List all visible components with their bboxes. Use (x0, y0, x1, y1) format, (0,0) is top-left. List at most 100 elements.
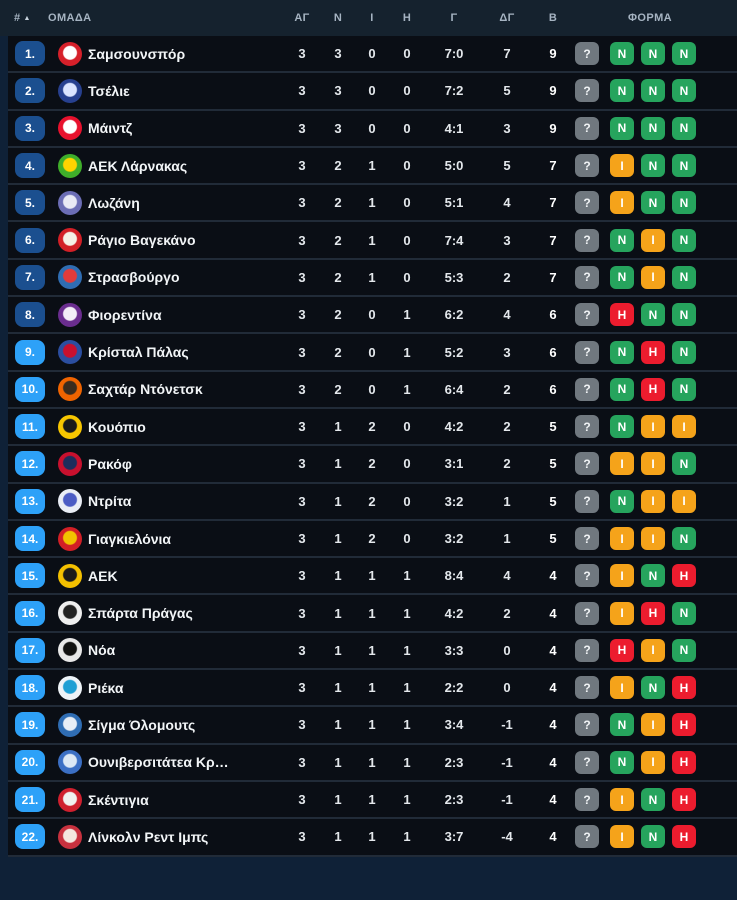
form-upcoming-badge[interactable]: ? (575, 750, 599, 774)
team-name[interactable]: Σκέντιγια (88, 791, 149, 808)
form-result-badge[interactable]: Ι (672, 489, 696, 513)
column-header-goal-diff[interactable]: ΔΓ (499, 12, 515, 24)
form-result-badge[interactable]: Ι (610, 527, 634, 550)
team-name[interactable]: Μάιντζ (88, 120, 133, 137)
form-result-badge[interactable]: Ι (672, 415, 696, 439)
form-upcoming-badge[interactable]: ? (575, 377, 599, 401)
form-result-badge[interactable]: Ι (641, 750, 665, 774)
column-header-draws[interactable]: Ι (370, 12, 374, 24)
form-result-badge[interactable]: Ν (610, 750, 634, 774)
form-result-badge[interactable]: Ι (610, 452, 634, 476)
form-result-badge[interactable]: Ν (610, 713, 634, 737)
form-result-badge[interactable]: Ν (672, 638, 696, 662)
team-name[interactable]: Κρίσταλ Πάλας (88, 344, 189, 361)
table-row[interactable]: 14. Γιαγκιελόνια 3 1 2 0 3:2 1 5 ? Ι Ι Ν (8, 520, 737, 559)
form-upcoming-badge[interactable]: ? (575, 527, 599, 550)
team-name[interactable]: Ντρίτα (88, 493, 132, 510)
form-result-badge[interactable]: Η (672, 676, 696, 700)
form-result-badge[interactable]: Ν (610, 415, 634, 439)
form-result-badge[interactable]: Ι (641, 713, 665, 737)
form-result-badge[interactable]: Η (641, 601, 665, 625)
form-result-badge[interactable]: Ν (641, 42, 665, 66)
team-name[interactable]: Ουνιβερσιτάτεα Κρ… (88, 754, 229, 771)
form-result-badge[interactable]: Ι (641, 265, 665, 289)
form-result-badge[interactable]: Ν (610, 116, 634, 140)
form-result-badge[interactable]: Ι (610, 154, 634, 178)
team-name[interactable]: Ριέκα (88, 679, 124, 696)
table-row[interactable]: 1. Σαμσουνσπόρ 3 3 0 0 7:0 7 9 ? Ν Ν Ν (8, 36, 737, 74)
form-result-badge[interactable]: Ν (610, 228, 634, 252)
form-result-badge[interactable]: Ν (610, 340, 634, 364)
team-name[interactable]: Στρασβούργο (88, 269, 180, 286)
table-row[interactable]: 5. Λωζάνη 3 2 1 0 5:1 4 7 ? Ι Ν Ν (8, 185, 737, 223)
form-result-badge[interactable]: Ι (641, 489, 665, 513)
table-row[interactable]: 9. Κρίσταλ Πάλας 3 2 0 1 5:2 3 6 ? Ν Η Ν (8, 334, 737, 372)
team-name[interactable]: Σίγμα Όλομουτς (88, 716, 196, 733)
team-name[interactable]: Σαχτάρ Ντόνετσκ (88, 381, 203, 398)
form-result-badge[interactable]: Ν (641, 154, 665, 178)
column-header-wins[interactable]: Ν (333, 12, 343, 24)
team-name[interactable]: ΑΕΚ Λάρνακας (88, 157, 188, 174)
form-upcoming-badge[interactable]: ? (575, 489, 599, 513)
form-result-badge[interactable]: Η (672, 750, 696, 774)
column-header-played[interactable]: ΑΓ (294, 12, 310, 24)
table-row[interactable]: 2. Τσέλιε 3 3 0 0 7:2 5 9 ? Ν Ν Ν (8, 73, 737, 111)
form-result-badge[interactable]: Ν (641, 116, 665, 140)
form-upcoming-badge[interactable]: ? (575, 228, 599, 252)
table-row[interactable]: 4. ΑΕΚ Λάρνακας 3 2 1 0 5:0 5 7 ? Ι Ν Ν (8, 147, 737, 186)
form-result-badge[interactable]: Η (610, 638, 634, 662)
form-result-badge[interactable]: Ν (610, 42, 634, 66)
form-result-badge[interactable]: Ν (672, 228, 696, 252)
form-result-badge[interactable]: Ν (672, 79, 696, 103)
team-name[interactable]: Λίνκολν Ρεντ Ιμπς (88, 828, 209, 845)
table-row[interactable]: 8. Φιορεντίνα 3 2 0 1 6:2 4 6 ? Η Ν Ν (8, 297, 737, 335)
form-upcoming-badge[interactable]: ? (575, 303, 599, 327)
form-result-badge[interactable]: Ν (672, 452, 696, 476)
form-result-badge[interactable]: Ν (641, 79, 665, 103)
form-upcoming-badge[interactable]: ? (575, 154, 599, 178)
form-result-badge[interactable]: Ν (672, 116, 696, 140)
form-result-badge[interactable]: Η (672, 713, 696, 737)
form-result-badge[interactable]: Ν (610, 265, 634, 289)
form-result-badge[interactable]: Η (672, 825, 696, 849)
form-result-badge[interactable]: Ν (610, 377, 634, 401)
form-result-badge[interactable]: Ι (610, 601, 634, 625)
team-name[interactable]: Τσέλιε (88, 82, 130, 99)
form-result-badge[interactable]: Ν (672, 303, 696, 327)
form-result-badge[interactable]: Ν (672, 527, 696, 550)
form-result-badge[interactable]: Ν (641, 825, 665, 849)
team-name[interactable]: ΑΕΚ (88, 567, 118, 584)
form-upcoming-badge[interactable]: ? (575, 265, 599, 289)
form-result-badge[interactable]: Ι (641, 527, 665, 550)
form-result-badge[interactable]: Ν (610, 79, 634, 103)
column-header-team[interactable]: ΟΜΑΔΑ (48, 12, 92, 24)
form-result-badge[interactable]: Ι (641, 415, 665, 439)
table-row[interactable]: 3. Μάιντζ 3 3 0 0 4:1 3 9 ? Ν Ν Ν (8, 110, 737, 148)
form-upcoming-badge[interactable]: ? (575, 825, 599, 849)
team-name[interactable]: Σαμσουνσπόρ (88, 45, 186, 62)
form-upcoming-badge[interactable]: ? (575, 713, 599, 737)
table-row[interactable]: 6. Ράγιο Βαγεκάνο 3 2 1 0 7:4 3 7 ? Ν Ι Ν (8, 222, 737, 260)
form-result-badge[interactable]: Η (641, 340, 665, 364)
column-header-losses[interactable]: Η (402, 12, 412, 24)
form-result-badge[interactable]: Ν (672, 42, 696, 66)
table-row[interactable]: 19. Σίγμα Όλομουτς 3 1 1 1 3:4 -1 4 ? Ν Ι Η (8, 707, 737, 745)
form-result-badge[interactable]: Η (672, 564, 696, 588)
column-header-form[interactable]: ΦΟΡΜΑ (627, 12, 673, 24)
table-row[interactable]: 21. Σκέντιγια 3 1 1 1 2:3 -1 4 ? Ι Ν Η (8, 781, 737, 820)
table-row[interactable]: 7. Στρασβούργο 3 2 1 0 5:3 2 7 ? Ν Ι Ν (8, 259, 737, 298)
team-name[interactable]: Νόα (88, 642, 116, 659)
form-upcoming-badge[interactable]: ? (575, 676, 599, 700)
form-result-badge[interactable]: Η (610, 303, 634, 327)
table-row[interactable]: 11. Κουόπιο 3 1 2 0 4:2 2 5 ? Ν Ι Ι (8, 408, 737, 447)
form-result-badge[interactable]: Ι (610, 564, 634, 588)
form-result-badge[interactable]: Ι (610, 788, 634, 812)
form-result-badge[interactable]: Η (672, 788, 696, 812)
table-row[interactable]: 22. Λίνκολν Ρεντ Ιμπς 3 1 1 1 3:7 -4 4 ?… (8, 819, 737, 857)
table-row[interactable]: 15. ΑΕΚ 3 1 1 1 8:4 4 4 ? Ι Ν Η (8, 558, 737, 596)
form-result-badge[interactable]: Η (641, 377, 665, 401)
form-upcoming-badge[interactable]: ? (575, 191, 599, 215)
form-result-badge[interactable]: Ι (610, 825, 634, 849)
form-result-badge[interactable]: Ν (672, 154, 696, 178)
form-result-badge[interactable]: Ν (641, 564, 665, 588)
